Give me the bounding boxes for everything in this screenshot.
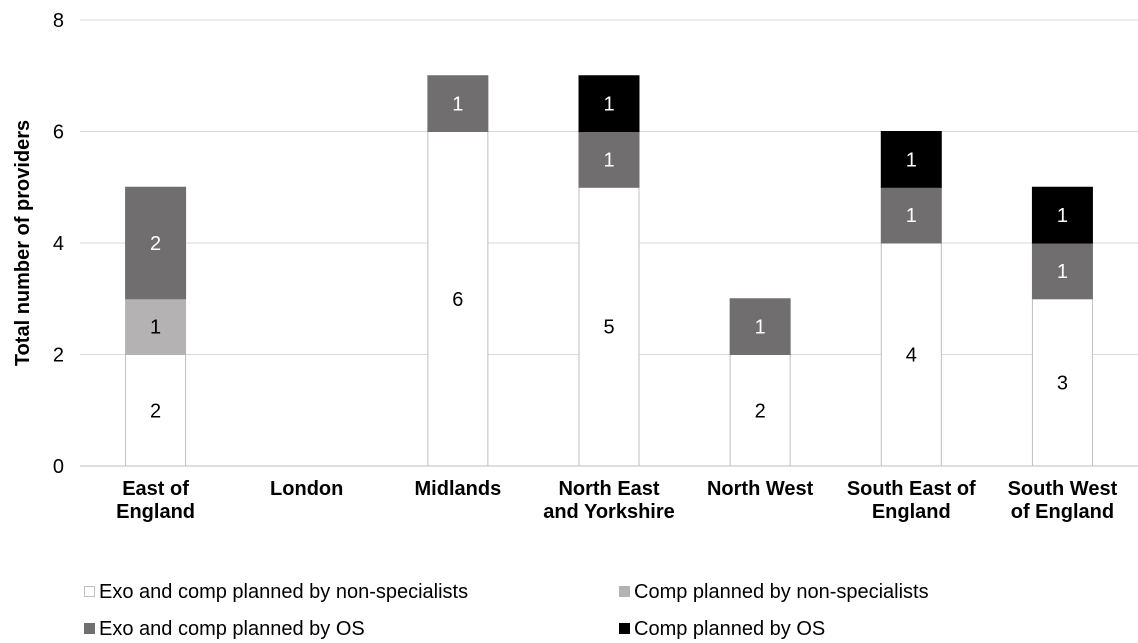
y-tick-label: 0 xyxy=(53,456,64,478)
data-label: 1 xyxy=(150,317,161,339)
data-label: 1 xyxy=(1057,205,1068,227)
legend-label: Comp planned by non-specialists xyxy=(634,580,929,603)
stacked-bar-chart: 2 1 2 6 1 5 1 1 2 1 4 1 1 3 1 1 0 2 4 6 8 East of England Lon… xyxy=(12,10,1138,523)
x-tick-label: London xyxy=(270,478,343,500)
legend-swatch xyxy=(619,586,630,597)
bars: 2 1 2 6 1 5 1 1 2 1 4 1 1 3 1 1 xyxy=(125,75,1093,467)
bar-segment xyxy=(578,186,640,467)
x-tick-label: North East and Yorkshire xyxy=(543,478,675,523)
data-label: 2 xyxy=(150,400,161,422)
bar-segment xyxy=(729,298,791,355)
data-label: 1 xyxy=(755,317,766,339)
y-axis: 0 2 4 6 8 xyxy=(53,10,64,478)
data-label: 1 xyxy=(452,94,463,116)
legend-item: Exo and comp planned by non-specialists xyxy=(84,578,619,605)
data-label: 1 xyxy=(906,205,917,227)
y-tick-label: 8 xyxy=(53,10,64,32)
bar-segment xyxy=(578,75,640,132)
x-tick-label: South West of England xyxy=(1008,478,1118,523)
data-label: 3 xyxy=(1057,372,1068,394)
bar-segment xyxy=(578,131,640,188)
data-label: 5 xyxy=(603,317,614,339)
bar-segment xyxy=(1031,242,1093,300)
x-tick-label: East of England xyxy=(116,478,195,523)
data-label: 4 xyxy=(906,345,917,367)
data-label: 1 xyxy=(603,149,614,171)
legend-label: Comp planned by OS xyxy=(634,617,826,640)
data-label: 2 xyxy=(755,400,766,422)
legend-item: Exo and comp planned by OS xyxy=(84,615,619,642)
bar-segment xyxy=(125,298,187,355)
data-label: 1 xyxy=(906,149,917,171)
legend-swatch xyxy=(84,586,95,597)
y-axis-title: Total number of providers xyxy=(12,120,34,366)
legend-label: Exo and comp planned by non-specialists xyxy=(99,580,469,603)
bar-segment xyxy=(1031,186,1093,244)
x-tick-label: Midlands xyxy=(415,478,502,500)
legend-swatch xyxy=(84,623,95,634)
bar-segment xyxy=(125,354,187,467)
legend-item: Comp planned by non-specialists xyxy=(619,578,1084,605)
bar-segment xyxy=(729,354,791,467)
y-tick-label: 4 xyxy=(53,233,64,255)
y-tick-label: 6 xyxy=(53,122,64,144)
legend-swatch xyxy=(619,623,630,634)
legend: Exo and comp planned by non-specialists C… xyxy=(84,578,1084,642)
data-label: 6 xyxy=(452,289,463,311)
data-label: 1 xyxy=(1057,261,1068,283)
x-axis: East of England London Midlands North East an… xyxy=(80,465,1138,523)
bar-segment xyxy=(1031,298,1093,467)
data-label: 1 xyxy=(603,94,614,116)
legend-label: Exo and comp planned by OS xyxy=(99,617,365,640)
bar-segment xyxy=(427,75,489,132)
bar-segment xyxy=(880,186,942,244)
x-tick-label: South East of England xyxy=(847,478,976,523)
data-label: 2 xyxy=(150,233,161,255)
bar-segment xyxy=(880,242,942,467)
bar-segment xyxy=(880,131,942,188)
x-tick-label: North West xyxy=(707,478,814,500)
bar-segment xyxy=(125,186,187,300)
y-tick-label: 2 xyxy=(53,345,64,367)
bar-segment xyxy=(427,131,489,467)
legend-item: Comp planned by OS xyxy=(619,615,1084,642)
